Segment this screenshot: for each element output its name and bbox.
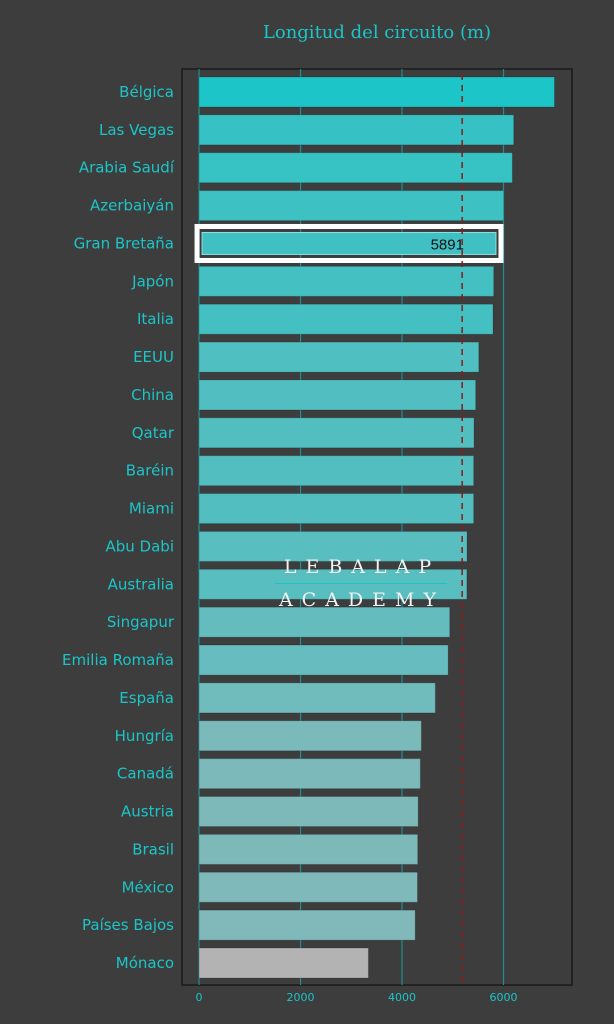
y-category-label: Japón bbox=[131, 272, 174, 290]
bar bbox=[198, 720, 422, 752]
bar bbox=[201, 231, 497, 255]
bar bbox=[198, 152, 513, 184]
y-category-label: Brasil bbox=[132, 840, 174, 858]
y-category-label: Arabia Saudí bbox=[79, 159, 175, 177]
bar bbox=[198, 114, 515, 146]
y-category-label: Azerbaiyán bbox=[90, 197, 174, 215]
y-category-label: Australia bbox=[108, 575, 174, 593]
bar bbox=[198, 909, 416, 941]
bar bbox=[198, 833, 419, 865]
chart-title: Longitud del circuito (m) bbox=[263, 22, 491, 43]
y-category-label: China bbox=[131, 386, 174, 404]
y-category-label: Emilia Romaña bbox=[62, 651, 174, 669]
y-category-label: México bbox=[122, 878, 174, 896]
y-category-label: Baréin bbox=[126, 462, 174, 480]
y-category-label: Mónaco bbox=[116, 954, 174, 972]
bar bbox=[198, 417, 475, 449]
bar bbox=[198, 796, 419, 828]
y-category-label: Canadá bbox=[117, 765, 174, 783]
bar bbox=[198, 265, 495, 297]
bar bbox=[198, 303, 494, 335]
bar bbox=[198, 682, 436, 714]
bar bbox=[198, 606, 451, 638]
x-tick-label: 4000 bbox=[388, 991, 416, 1004]
bar bbox=[198, 76, 555, 108]
y-category-label: Qatar bbox=[132, 424, 175, 442]
x-tick-label: 2000 bbox=[287, 991, 315, 1004]
x-tick-label: 6000 bbox=[489, 991, 517, 1004]
bar bbox=[198, 947, 369, 979]
bar bbox=[198, 644, 449, 676]
bar bbox=[198, 530, 468, 562]
bar bbox=[198, 379, 477, 411]
highlight-box bbox=[194, 223, 504, 263]
y-category-label: Las Vegas bbox=[99, 121, 174, 139]
y-category-label: Austria bbox=[121, 803, 174, 821]
y-category-label: Miami bbox=[129, 500, 174, 518]
y-category-label: Hungría bbox=[115, 727, 174, 745]
bar bbox=[198, 341, 480, 373]
data-label: 5891 bbox=[431, 236, 464, 253]
y-category-label: Singapur bbox=[107, 613, 175, 631]
y-category-label: Países Bajos bbox=[82, 916, 174, 934]
y-category-label: España bbox=[119, 689, 174, 707]
bar bbox=[198, 493, 475, 525]
bar bbox=[198, 190, 505, 222]
bar bbox=[198, 871, 418, 903]
bar bbox=[198, 758, 421, 790]
bar bbox=[198, 568, 468, 600]
watermark-line2: ACADEMY bbox=[278, 589, 446, 611]
x-tick-label: 0 bbox=[196, 991, 203, 1004]
y-category-label: Abu Dabi bbox=[106, 537, 175, 555]
plot-frame bbox=[181, 68, 573, 986]
y-category-label: Bélgica bbox=[119, 83, 174, 101]
watermark-line1: LEBALAP bbox=[283, 556, 441, 578]
bar bbox=[198, 455, 475, 487]
watermark-divider bbox=[275, 583, 447, 584]
y-category-label: EEUU bbox=[133, 348, 174, 366]
y-category-label: Italia bbox=[137, 310, 174, 328]
y-category-label: Gran Bretaña bbox=[74, 234, 174, 252]
